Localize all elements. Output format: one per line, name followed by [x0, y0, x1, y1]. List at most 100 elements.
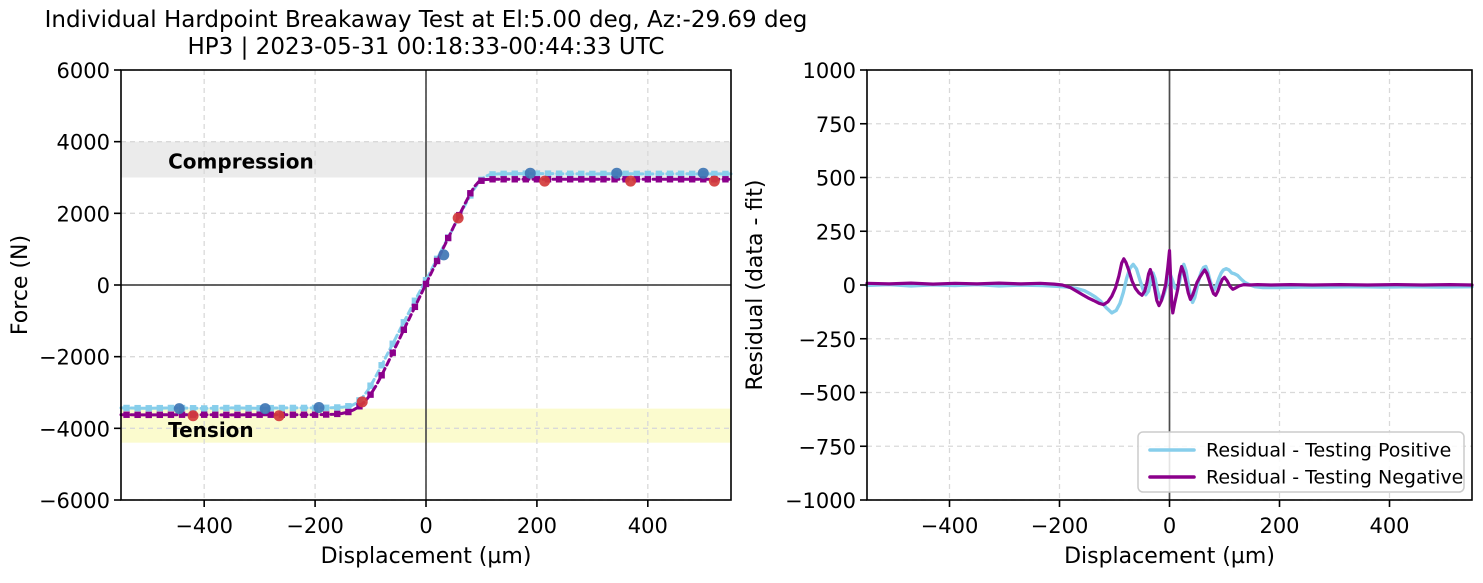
- y-tick-label: 250: [816, 220, 856, 244]
- band-label-compression: Compression: [168, 149, 314, 173]
- series-fit-testing-negative-marker: [267, 411, 274, 418]
- series-fit-testing-positive-marker: [123, 404, 130, 412]
- series-fit-testing-negative-marker: [300, 411, 308, 418]
- series-fit-testing-negative-marker: [322, 411, 330, 418]
- y-tick-label: 0: [843, 274, 856, 298]
- series-fit-testing-negative-marker: [700, 176, 707, 183]
- series-fit-testing-negative-marker: [566, 176, 574, 183]
- series-data-testing-negative-point: [356, 396, 368, 408]
- series-fit-testing-positive-marker: [500, 170, 507, 178]
- series-fit-testing-negative-marker: [655, 176, 663, 183]
- series-fit-testing-negative-marker: [666, 176, 674, 183]
- y-tick-label: 2000: [57, 202, 110, 226]
- series-data-testing-positive-point: [697, 167, 709, 179]
- series-fit-testing-negative-marker: [522, 176, 530, 183]
- x-tick-label: 400: [1369, 514, 1409, 538]
- y-tick-label: 0: [97, 274, 110, 298]
- series-fit-testing-negative-marker: [611, 176, 618, 183]
- series-fit-testing-negative-marker: [245, 411, 252, 418]
- series-fit-testing-negative-marker: [223, 411, 230, 419]
- legend-entry-label: Residual - Testing Positive: [1206, 440, 1451, 462]
- y-axis-label: Residual (data - fit): [743, 179, 768, 390]
- series-fit-testing-negative-marker: [578, 176, 585, 183]
- series-fit-testing-positive-marker: [134, 404, 141, 412]
- y-tick-label: −1000: [785, 489, 856, 513]
- series-fit-testing-positive-marker: [600, 170, 607, 178]
- series-fit-testing-positive-marker: [278, 404, 286, 412]
- series-fit-testing-negative-marker: [489, 176, 496, 183]
- legend: Residual - Testing Positive Residual - Te…: [1137, 431, 1465, 493]
- series-data-testing-positive-point: [611, 167, 623, 179]
- series-fit-testing-negative-marker: [688, 176, 696, 183]
- y-tick-label: −250: [798, 328, 856, 352]
- series-fit-testing-negative-marker: [633, 176, 640, 183]
- x-tick-label: 200: [1259, 514, 1299, 538]
- y-tick-label: 750: [816, 113, 856, 137]
- legend-box: [1137, 431, 1465, 493]
- series-fit-testing-negative-marker: [722, 176, 729, 183]
- y-tick-label: −6000: [39, 489, 110, 513]
- series-fit-testing-positive-marker: [633, 170, 640, 178]
- series-fit-testing-positive-marker: [345, 403, 352, 410]
- series-data-testing-negative-point: [187, 410, 199, 422]
- series-data-testing-positive-point: [259, 403, 271, 415]
- series-fit-testing-positive-marker: [578, 170, 585, 178]
- series-fit-testing-negative-marker: [134, 411, 141, 419]
- x-tick-label: 200: [517, 514, 557, 538]
- series-fit-testing-negative-marker: [234, 411, 241, 419]
- series-fit-testing-positive-marker: [322, 404, 330, 411]
- series-fit-testing-positive-marker: [566, 170, 574, 177]
- series-residual-testing-positive-line: [865, 262, 1474, 315]
- series-fit-testing-positive-marker: [711, 170, 718, 178]
- series-data-testing-positive-point: [313, 402, 325, 414]
- series-fit-testing-negative-marker: [444, 234, 452, 242]
- series-data-testing-positive-point: [438, 249, 450, 261]
- series-fit-testing-positive-marker: [589, 170, 596, 178]
- series-fit-testing-positive-marker: [234, 404, 241, 412]
- plot-residual-vs-displacement: −400 −200 0 200 400 −1000 −750 −500 −250 0 250 500 7…: [743, 59, 1474, 569]
- series-data-testing-negative-point: [452, 212, 464, 224]
- series-fit-testing-positive-marker: [300, 404, 308, 412]
- y-tick-label: −750: [798, 435, 856, 459]
- x-tick-label: 400: [628, 514, 668, 538]
- series-fit-testing-negative-marker: [411, 303, 419, 311]
- series-fit-testing-positive-marker: [622, 170, 629, 177]
- series-data-testing-positive-point: [173, 403, 185, 415]
- series-fit-testing-positive-marker: [644, 170, 652, 178]
- series-fit-testing-positive-marker: [544, 170, 552, 177]
- series-fit-testing-negative-marker: [433, 257, 441, 265]
- series-data-testing-negative-point: [708, 175, 720, 187]
- series-fit-testing-positive-marker: [655, 170, 663, 178]
- series-fit-testing-positive-marker: [489, 171, 496, 178]
- series-fit-testing-negative-marker: [212, 411, 219, 418]
- x-tick-label: 0: [419, 514, 432, 538]
- series-fit-testing-positive-marker: [256, 405, 263, 412]
- series-fit-testing-negative-marker: [478, 177, 485, 184]
- y-axis-label: Force (N): [8, 235, 33, 335]
- y-tick-label: −500: [798, 382, 856, 406]
- series-fit-testing-negative-marker: [256, 411, 263, 418]
- series-fit-testing-positive-marker: [533, 170, 541, 177]
- series-data-testing-negative-point: [539, 175, 551, 187]
- y-tick-label: −2000: [39, 346, 110, 370]
- series-fit-testing-negative-marker: [345, 408, 352, 416]
- x-tick-label: −400: [175, 514, 233, 538]
- series-data-testing-negative-point: [273, 410, 285, 422]
- series-fit-testing-positive-marker: [511, 170, 518, 177]
- series-fit-testing-negative-marker: [400, 326, 408, 333]
- series-fit-testing-positive-marker: [189, 405, 197, 412]
- series-fit-testing-positive-marker: [367, 382, 374, 389]
- band-label-tension: Tension: [168, 418, 254, 442]
- figure-title-line1: Individual Hardpoint Breakaway Test at E…: [44, 7, 808, 33]
- series-fit-testing-negative-marker: [533, 176, 541, 183]
- series-fit-testing-negative-marker: [589, 176, 596, 183]
- series-fit-testing-positive-marker: [677, 170, 685, 177]
- x-axis-label: Displacement (µm): [1064, 544, 1275, 569]
- series-fit-testing-positive-marker: [289, 404, 297, 412]
- series-fit-testing-negative-marker: [200, 411, 208, 418]
- series-fit-testing-positive-marker: [212, 405, 219, 412]
- series-fit-testing-positive-marker: [688, 170, 696, 178]
- series-fit-testing-negative-marker: [422, 280, 430, 288]
